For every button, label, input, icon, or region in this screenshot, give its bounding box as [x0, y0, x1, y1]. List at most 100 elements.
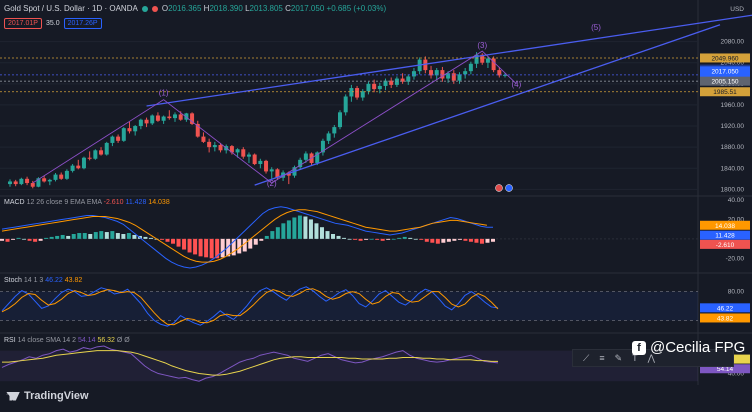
candle-body [338, 112, 342, 128]
macd-histogram-bar [126, 233, 131, 239]
text-icon[interactable]: T [632, 353, 638, 363]
macd-histogram-bar [468, 238, 473, 242]
candle-body [326, 133, 331, 141]
macd-histogram-bar [121, 234, 126, 239]
macd-tick-label: -20.00 [726, 255, 745, 262]
candle-body [19, 178, 24, 185]
macd-histogram-bar [369, 238, 374, 240]
brush-icon[interactable]: ✎ [614, 352, 623, 363]
macd-histogram-bar [281, 223, 286, 239]
candle-body [320, 140, 325, 153]
fib-icon[interactable]: ≡ [599, 353, 605, 363]
macd-histogram-bar [220, 238, 225, 258]
candle-body [53, 174, 58, 180]
trendline-icon[interactable]: ⟋ [583, 352, 590, 363]
stoch-k-badge-bg [700, 303, 750, 313]
candle-body [133, 126, 138, 132]
macd-histogram-bar [148, 237, 153, 239]
macd-histogram-bar [297, 215, 302, 239]
macd-histogram-bar [264, 235, 269, 239]
candle-body [377, 85, 382, 90]
macd-histogram-bar [66, 235, 71, 239]
candle-body [400, 78, 405, 82]
candle-body [161, 116, 166, 121]
badge-price-level-2-bg [700, 76, 750, 86]
candle-body [429, 70, 434, 76]
macd-histogram-bar [44, 237, 49, 239]
macd-histogram-bar [82, 233, 87, 239]
candle-body [457, 74, 462, 81]
macd-histogram-bar [457, 238, 462, 240]
macd-histogram-bar [237, 238, 242, 254]
macd-histogram-bar [319, 227, 324, 239]
candle-body [446, 73, 451, 79]
candle-body [110, 136, 115, 143]
macd-histogram-bar [38, 238, 43, 241]
candle-body [264, 160, 269, 172]
macd-histogram-bar [375, 238, 380, 240]
macd-histogram-bar [353, 238, 358, 240]
macd-legend[interactable]: MACD 12 26 close 9 EMA EMA -2.610 11.428… [4, 199, 170, 206]
stoch-legend[interactable]: Stoch 14 1 3 46.22 43.82 [4, 277, 83, 284]
rsi-legend[interactable]: RSI 14 close SMA 14 2 54.14 56.32 Ø Ø [4, 337, 130, 344]
candle-body [497, 70, 502, 76]
candle-body [47, 179, 52, 182]
candle-body [343, 96, 348, 113]
macd-histogram-bar [391, 238, 396, 240]
candle-body [116, 136, 121, 141]
event-flag-icon [495, 184, 503, 192]
drawing-toolbar[interactable]: ⟋ ≡ ✎ T ⋀ [572, 349, 734, 367]
macd-histogram-bar [16, 237, 21, 239]
macd-histogram-bar [270, 231, 275, 239]
wave-label: (1) [159, 88, 169, 97]
macd-histogram-bar [27, 238, 32, 241]
macd-histogram-bar [77, 233, 82, 239]
macd-histogram-bar [292, 217, 297, 239]
macd-value-badge: 11.428 [715, 233, 735, 240]
price-tick-label: 1800.00 [721, 186, 745, 193]
macd-histogram-bar [397, 237, 402, 239]
candle-body [121, 128, 126, 141]
macd-histogram-bar [187, 238, 192, 253]
macd-histogram-bar [22, 238, 27, 240]
rsi-value-badge-bg [700, 364, 750, 374]
badge-price-level-3-bg [700, 87, 750, 97]
currency-label: USD [730, 6, 744, 13]
stoch-band-fill [0, 291, 698, 321]
candle-body [406, 76, 411, 82]
macd-histogram-bar [55, 235, 60, 239]
macd-histogram-bar [441, 238, 446, 243]
candle-body [468, 63, 473, 72]
macd-histogram-bar [99, 231, 104, 239]
macd-histogram-bar [171, 238, 176, 244]
candle-body [503, 74, 507, 76]
symbol-title[interactable]: Gold Spot / U.S. Dollar · 1D · OANDA [4, 4, 138, 13]
macd-histogram-bar [110, 231, 115, 239]
tradingview-logo[interactable]: TradingView [6, 390, 89, 402]
price-tick-label: 1920.00 [721, 123, 745, 130]
candle-body [207, 141, 212, 148]
watermark: f @Cecilia FPG [632, 339, 745, 356]
candle-body [173, 114, 177, 119]
macd-histogram-bar [474, 238, 479, 243]
pattern-icon[interactable]: ⋀ [647, 352, 656, 363]
candle-body [383, 80, 388, 86]
candle-body [93, 150, 98, 159]
macd-histogram-bar [226, 238, 231, 257]
macd-histogram-bar [424, 238, 429, 242]
buy-button[interactable]: 2017.26P [63, 18, 102, 29]
alert-icon [151, 5, 158, 12]
trade-chips: 2017.01P 35.0 2017.26P [4, 18, 102, 29]
candle-body [246, 154, 251, 157]
stoch-d-badge: 43.82 [717, 315, 734, 322]
spread-value: 35.0 [45, 20, 60, 27]
event-flag-icon [505, 184, 513, 192]
macd-histogram-bar [115, 233, 120, 239]
macd-histogram-bar [33, 238, 38, 242]
macd-histogram-bar [380, 238, 385, 241]
candle-body [212, 145, 217, 148]
sell-button[interactable]: 2017.01P [4, 18, 42, 29]
macd-signal-line [1, 209, 488, 263]
stoch-d-line [1, 288, 499, 326]
